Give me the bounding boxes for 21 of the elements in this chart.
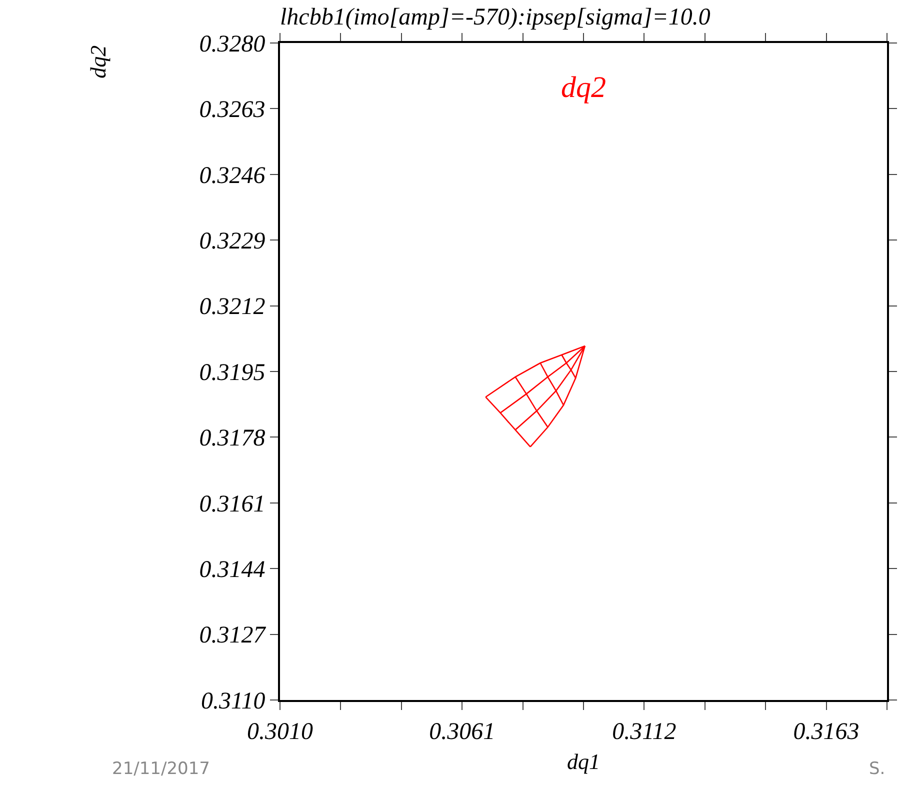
- y-tick-label: 0.3161: [199, 491, 266, 518]
- text: S.: [869, 759, 886, 779]
- annotation: dq2: [561, 71, 606, 104]
- y-tick-label: 0.3229: [199, 228, 266, 254]
- x-tick-label: 0.3163: [793, 718, 860, 745]
- y-axis-title: dq2: [85, 45, 110, 78]
- y-tick-label: 0.3178: [199, 426, 266, 452]
- y-tick-label: 0.3144: [199, 557, 266, 583]
- text: 21/11/2017: [112, 759, 210, 779]
- y-tick-label: 0.3280: [199, 31, 266, 58]
- y-tick-label: 0.3212: [199, 294, 266, 320]
- chart-title: lhcbb1(imo[amp]=-570):ipsep[sigma]=10.0: [280, 4, 710, 31]
- y-tick-label: 0.3195: [199, 360, 266, 386]
- x-axis-title: dq1: [567, 749, 600, 774]
- x-tick-label: 0.3112: [612, 718, 676, 745]
- x-tick-label: 0.3061: [429, 718, 496, 745]
- y-tick-label: 0.3263: [199, 97, 266, 124]
- x-tick-label: 0.3010: [247, 718, 313, 745]
- y-tick-label: 0.3127: [199, 622, 266, 649]
- y-tick-label: 0.3110: [200, 688, 266, 714]
- y-tick-label: 0.3246: [199, 162, 266, 189]
